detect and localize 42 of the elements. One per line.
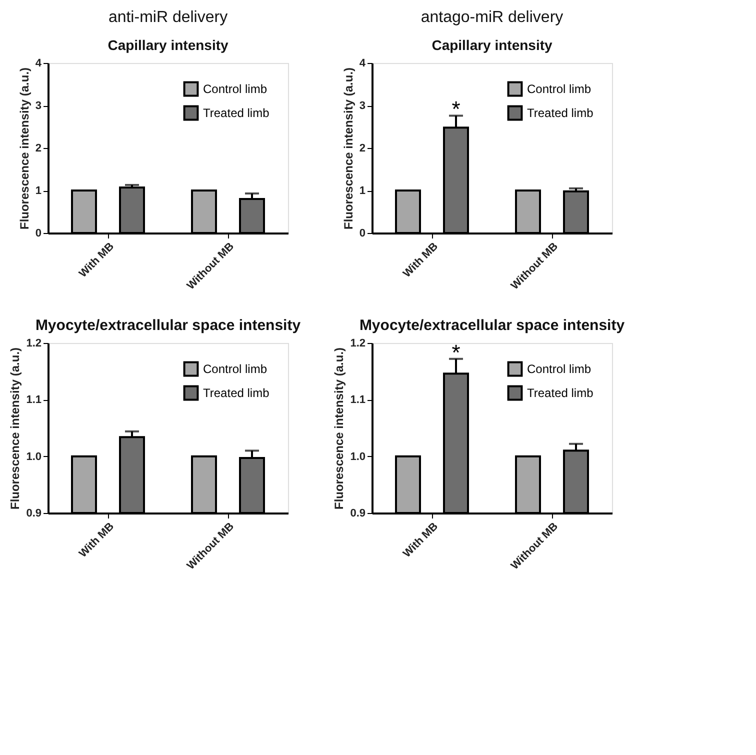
y-tick-label: 4 — [359, 58, 366, 70]
y-tick-label: 1.0 — [350, 450, 366, 463]
y-tick-label: 1.1 — [350, 394, 366, 406]
y-tick-label: 2 — [359, 142, 366, 154]
y-tick-label: 1.0 — [26, 450, 42, 463]
x-tick-label: With MB — [400, 520, 441, 560]
chart-title: Myocyte/extracellular space intensity — [359, 317, 626, 334]
y-axis-title: Fluorescence intensity (a.u.) — [332, 347, 346, 510]
legend-label: Treated limb — [527, 386, 594, 400]
y-axis-title: Fluorescence intensity (a.u.) — [8, 347, 22, 510]
y-axis-title: Fluorescence intensity (a.u.) — [341, 67, 356, 230]
x-tick-label: With MB — [76, 520, 117, 560]
legend-label: Control limb — [203, 362, 268, 376]
y-tick-label: 0.9 — [350, 508, 366, 520]
legend-label: Control limb — [527, 362, 592, 376]
y-tick-label: 3 — [35, 100, 42, 112]
legend-label: Treated limb — [203, 106, 270, 120]
x-tick-label: With MB — [400, 240, 441, 280]
chart-subtitle: Capillary intensity — [108, 37, 229, 53]
y-tick-label: 3 — [359, 100, 366, 112]
y-tick-label: 1 — [35, 185, 42, 197]
legend-label: Control limb — [203, 82, 268, 96]
y-tick-label: 0 — [359, 228, 366, 240]
y-tick-label: 0 — [35, 228, 42, 240]
chart-title: antago-miR delivery — [420, 9, 564, 26]
y-tick-label: 1 — [359, 185, 366, 197]
y-tick-label: 4 — [35, 58, 42, 70]
y-tick-label: 1.1 — [26, 394, 42, 406]
y-tick-label: 1.2 — [26, 338, 42, 350]
y-tick-label: 2 — [35, 142, 42, 154]
chart-title: anti-miR delivery — [108, 9, 228, 26]
legend-label: Control limb — [527, 82, 592, 96]
y-tick-label: 0.9 — [26, 508, 42, 520]
y-tick-label: 1.2 — [350, 338, 366, 350]
annotation: * — [452, 340, 461, 365]
legend-label: Treated limb — [203, 386, 270, 400]
chart-title: Myocyte/extracellular space intensity — [35, 317, 302, 334]
chart-subtitle: Capillary intensity — [432, 37, 553, 53]
y-axis-title: Fluorescence intensity (a.u.) — [17, 67, 32, 230]
legend-label: Treated limb — [527, 106, 594, 120]
x-tick-label: With MB — [76, 240, 117, 280]
annotation: * — [452, 96, 461, 122]
